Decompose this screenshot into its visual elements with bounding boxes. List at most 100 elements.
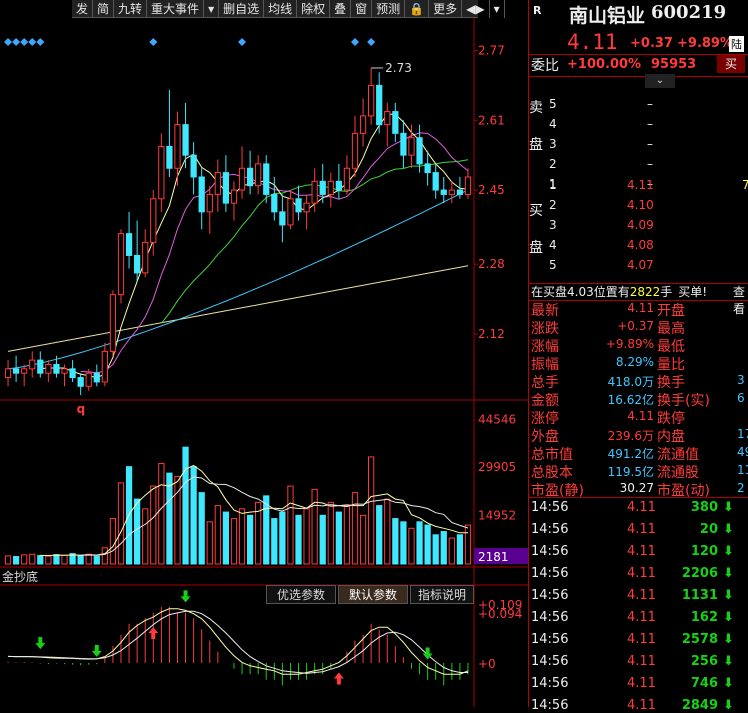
view-link[interactable]: 查看 — [733, 285, 746, 316]
toolbar-item[interactable]: 重大事件 — [147, 0, 205, 18]
toolbar-item[interactable]: ▾ — [490, 0, 505, 18]
tab-preferred-params[interactable]: 优选参数 — [266, 585, 336, 604]
volume-bar — [117, 482, 125, 565]
candle-body — [150, 198, 157, 243]
stat-label: 换手 — [657, 375, 685, 391]
candle-body — [77, 377, 84, 387]
event-diamond-icon[interactable] — [4, 38, 13, 46]
stat-label: 开盘 — [657, 303, 685, 319]
volume-bar — [279, 511, 286, 565]
market-badge: R — [533, 4, 542, 17]
volume-bar — [109, 518, 117, 565]
collapse-chevron-icon[interactable]: ⌄ — [645, 74, 675, 88]
candle-body — [384, 111, 391, 126]
volume-bar — [190, 466, 197, 565]
volume-bar — [287, 485, 294, 565]
price-tick-label: 2.45 — [478, 183, 505, 197]
price-change-pct: +9.89% — [677, 36, 733, 51]
bid-level: 5 — [549, 258, 557, 272]
event-diamond-icon[interactable] — [367, 38, 376, 46]
kline-chart[interactable]: 2.77 2.61 2.45 2.28 2.12 2.73 q 44546 29905 14952… — [0, 0, 528, 707]
event-diamond-icon[interactable] — [36, 38, 45, 46]
stat-label: 总市值 — [531, 447, 573, 463]
tab-indicator-help[interactable]: 指标说明 — [410, 585, 474, 604]
toolbar-item[interactable]: ◀▶ — [462, 0, 490, 18]
toolbar-item[interactable]: ▾ — [204, 0, 220, 18]
stat-label: 内盘 — [657, 429, 685, 445]
candle-body — [440, 189, 447, 195]
candle-body — [255, 163, 262, 187]
tick-price: 4.11 — [627, 610, 656, 625]
toolbar-item[interactable]: 删自选 — [219, 0, 265, 18]
candle-body — [142, 241, 149, 274]
stat-label: 涨停 — [531, 411, 559, 427]
alert-text: 在买盘4.03位置有 — [531, 285, 630, 299]
macd-tick-label: +0.094 — [478, 607, 522, 621]
macd-tick-label: +0 — [478, 657, 496, 671]
candle-body — [238, 167, 246, 191]
tab-default-params[interactable]: 默认参数 — [338, 585, 408, 604]
toolbar-item[interactable]: 九转 — [114, 0, 148, 18]
stat-value: 2 — [737, 481, 745, 495]
ma-line-mid — [7, 189, 469, 370]
stat-label: 涨跌 — [531, 321, 559, 337]
volume-bar — [150, 485, 157, 565]
toolbar-item[interactable]: 发 — [72, 0, 94, 18]
volume-bar — [255, 501, 262, 565]
stat-label: 量比 — [657, 357, 685, 373]
bid-volume: 7 — [742, 178, 748, 192]
event-diamond-icon[interactable] — [351, 38, 359, 46]
event-diamond-icon[interactable] — [238, 38, 247, 46]
volume-bar — [448, 537, 455, 565]
tick-time: 14:56 — [531, 500, 569, 515]
candle-body — [376, 84, 383, 126]
event-diamond-icon[interactable] — [28, 38, 37, 46]
candle-body — [263, 163, 270, 195]
panel-divider — [529, 54, 748, 55]
volume-bar — [12, 556, 20, 565]
tick-volume: 1131 — [681, 588, 718, 603]
candle-body — [464, 176, 472, 195]
volume-bar — [319, 514, 326, 565]
stat-value: 491 — [737, 445, 748, 459]
volume-bar — [158, 462, 165, 565]
toolbar-item[interactable]: 除权 — [297, 0, 331, 18]
price-tick-label: 2.61 — [478, 113, 505, 127]
candle-body — [400, 132, 407, 156]
tick-volume: 2578 — [681, 632, 718, 647]
tick-time: 14:56 — [531, 698, 569, 713]
volume-bar — [271, 518, 278, 565]
toolbar-item[interactable]: 叠 — [330, 0, 352, 18]
price-change: +0.37 — [630, 36, 673, 51]
event-diamond-icon[interactable] — [20, 38, 29, 46]
event-diamond-icon[interactable] — [149, 38, 158, 46]
volume-bar — [61, 554, 68, 565]
ask-side-label-2: 盘 — [529, 137, 543, 153]
ma-line-long — [7, 265, 469, 352]
volume-bar — [392, 518, 399, 565]
volume-bar — [432, 534, 439, 565]
volume-bar — [311, 488, 318, 565]
volume-bar — [45, 555, 52, 565]
toolbar-item[interactable]: 均线 — [264, 0, 298, 18]
candle-body — [158, 145, 165, 200]
price-tick-label: 2.28 — [478, 257, 505, 271]
toolbar-item[interactable]: 更多 — [429, 0, 463, 18]
candle-body — [408, 137, 415, 156]
toolbar-item[interactable]: 窗 — [351, 0, 373, 18]
stat-label: 市盈(动) — [657, 483, 710, 499]
tick-time: 14:56 — [531, 522, 569, 537]
candle-body — [109, 294, 117, 352]
candle-body — [319, 180, 326, 195]
event-diamond-icon[interactable] — [12, 38, 21, 46]
toolbar-item[interactable]: 🔒 — [405, 0, 430, 18]
volume-bar — [456, 534, 464, 565]
alert-unit: 手 — [660, 285, 673, 299]
stat-value: 418.0万 — [607, 375, 654, 389]
tick-volume: 746 — [690, 676, 718, 691]
buy-button[interactable]: 买 — [717, 55, 745, 73]
toolbar-item[interactable]: 预测 — [372, 0, 406, 18]
toolbar-item[interactable]: 简 — [93, 0, 115, 18]
candle-body — [198, 176, 205, 213]
candle-body — [416, 137, 423, 165]
